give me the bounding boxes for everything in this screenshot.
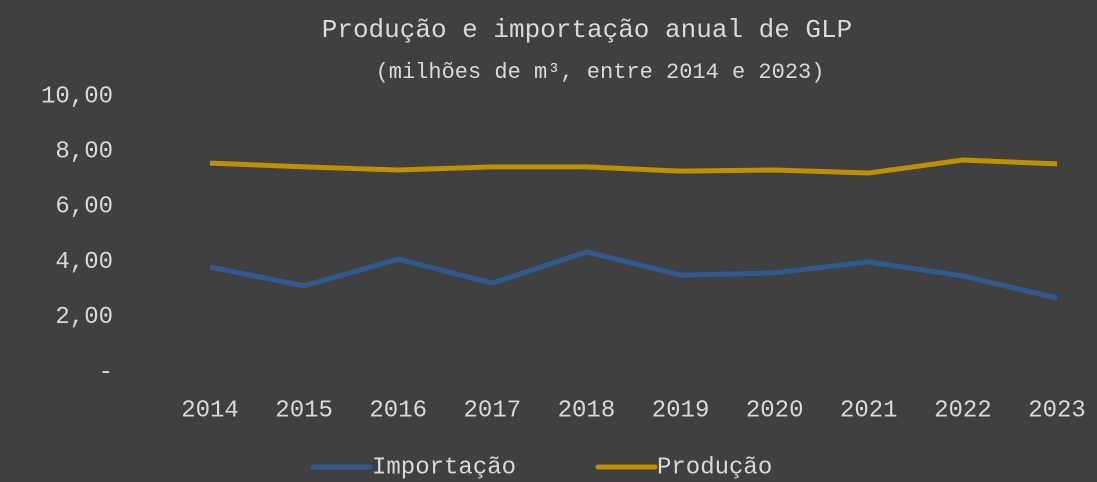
legend-label: Produção [657,454,772,481]
x-tick-label: 2017 [464,397,522,424]
x-tick-label: 2023 [1028,397,1086,424]
y-tick-label: 6,00 [55,194,113,221]
series-line [209,249,1058,301]
y-tick-label: 4,00 [55,249,113,276]
chart-title: Produção e importação anual de GLP [322,15,853,45]
y-tick-label: 2,00 [55,304,113,331]
legend-label: Importação [372,454,516,481]
x-tick-label: 2014 [181,397,239,424]
x-tick-label: 2020 [746,397,804,424]
x-tick-label: 2015 [275,397,333,424]
y-tick-label: - [99,359,113,386]
x-tick-label: 2022 [934,397,992,424]
x-tick-label: 2021 [840,397,898,424]
x-tick-label: 2016 [369,397,427,424]
x-tick-label: 2019 [652,397,710,424]
x-tick-label: 2018 [558,397,616,424]
y-tick-label: 10,00 [41,83,113,110]
y-tick-label: 8,00 [55,139,113,166]
chart-subtitle: (milhões de m³, entre 2014 e 2023) [376,60,825,85]
series-line [209,157,1058,176]
